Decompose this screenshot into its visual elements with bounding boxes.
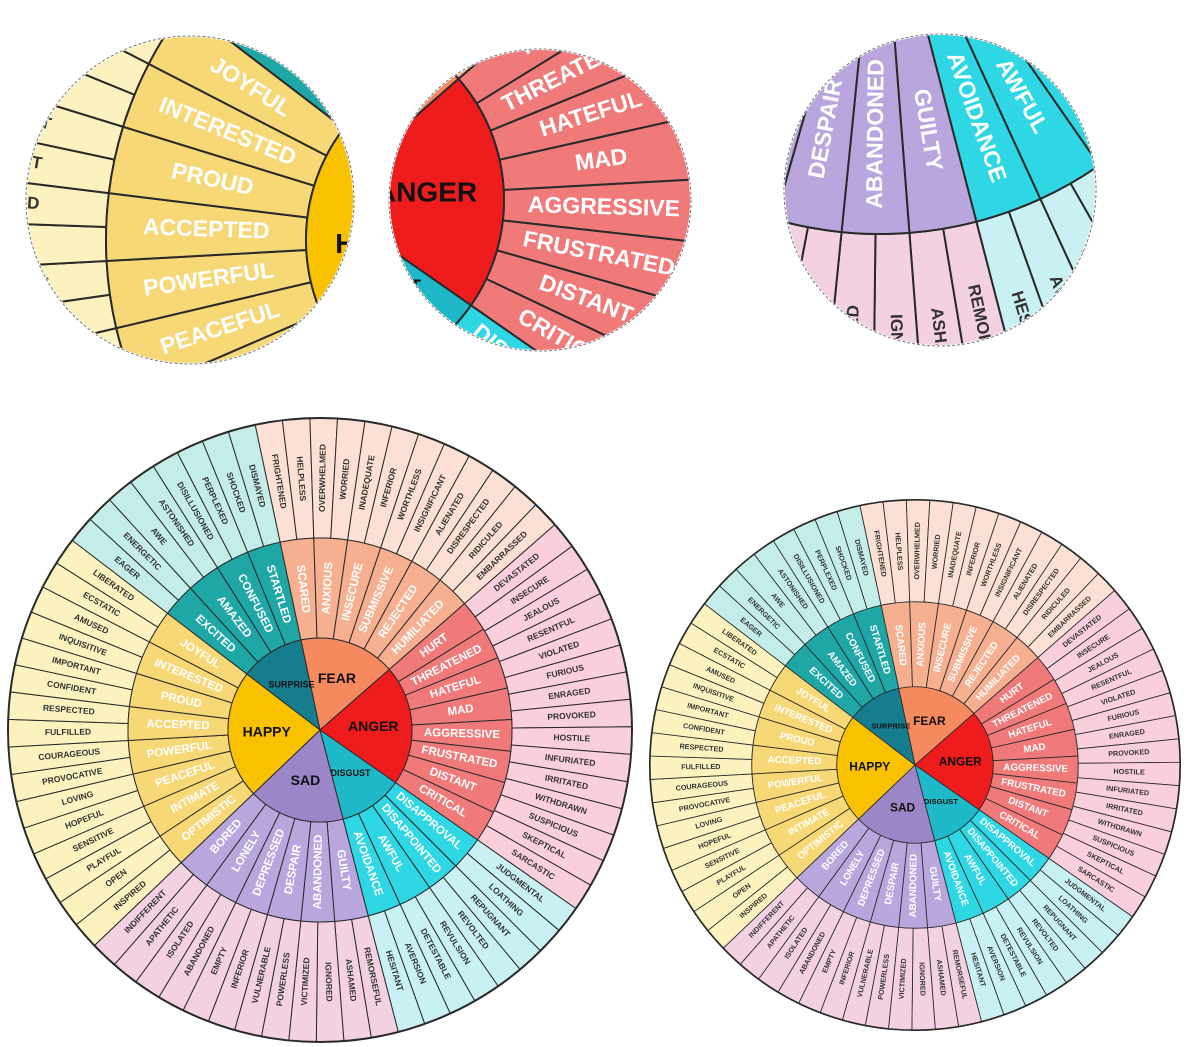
core-segment <box>319 668 413 784</box>
outer-word: FULFILLED <box>45 727 91 737</box>
core-segment <box>300 637 390 731</box>
outer-word: PROVOKED <box>547 709 596 722</box>
wheel-rim <box>7 417 633 1043</box>
outer-word: IGNORED <box>323 962 334 1002</box>
outer-word: OVERWHELMED <box>317 444 328 512</box>
small-wheel <box>648 498 1182 1032</box>
outer-word: RESPECTED <box>43 703 96 717</box>
core-emotion: SAD <box>291 772 321 788</box>
core-segment <box>319 728 397 820</box>
middle-feeling: AGGRESSIVE <box>424 727 501 741</box>
outer-word: HELPLESS <box>295 456 308 502</box>
zoom-border <box>25 35 355 365</box>
zoom-border <box>783 33 1097 347</box>
core-emotion: SURPRISE <box>268 679 314 689</box>
outer-word: HOSTILE <box>553 732 590 743</box>
core-segment <box>252 729 344 823</box>
core-segment <box>246 639 321 732</box>
middle-feeling: MAD <box>447 703 475 718</box>
zoom-border <box>388 48 692 352</box>
middle-feeling: ACCEPTED <box>146 718 210 732</box>
core-emotion: FEAR <box>318 670 356 686</box>
outer-word: VICTIMIZED <box>299 957 312 1006</box>
outer-word: WORRIED <box>337 458 351 500</box>
core-emotion: DISGUST <box>330 768 371 778</box>
large-wheel: FRIGHTENED HELPLESS OVERWHELMED WORRIED INAD… <box>7 417 633 1043</box>
core-segment <box>227 673 321 795</box>
middle-feeling: SCARED <box>294 564 312 614</box>
core-emotion: ANGER <box>348 718 399 734</box>
middle-feeling: ABANDONED <box>312 835 325 910</box>
core-emotion: HAPPY <box>243 724 292 740</box>
middle-feeling: ANXIOUS <box>321 561 336 614</box>
feelings-wheel: FRIGHTENED HELPLESS OVERWHELMED WORRIED INAD… <box>7 417 633 1043</box>
